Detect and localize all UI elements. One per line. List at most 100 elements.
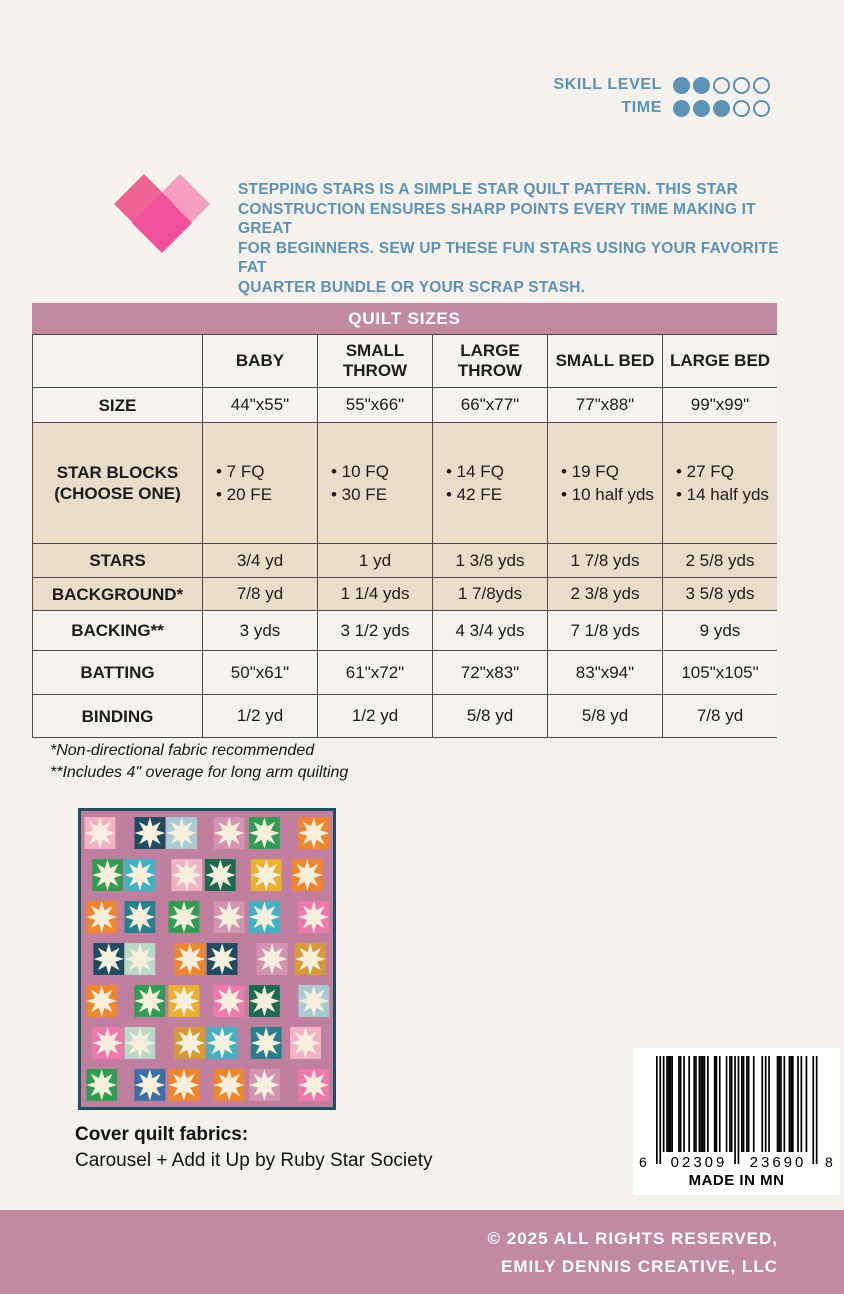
- star-motif: [174, 943, 206, 975]
- star-motif: [174, 1027, 206, 1059]
- cover-fabrics-heading: Cover quilt fabrics:: [75, 1124, 249, 1145]
- table-cell: 4 3/4 yds: [433, 611, 547, 650]
- quilt-sizes-grid: BABY SMALL THROW LARGE THROW SMALL BED LARGE…: [32, 334, 777, 738]
- row-label: BACKING**: [33, 611, 202, 650]
- table-cell: • 27 FQ • 14 half yds: [663, 423, 777, 543]
- rating-dot: [713, 76, 730, 94]
- star-motif: [206, 1027, 238, 1059]
- star-motif: [249, 901, 280, 933]
- table-cell: 5/8 yd: [433, 695, 547, 737]
- table-cell: 1 7/8 yds: [548, 544, 662, 577]
- bullet-item: • 10 FQ: [331, 462, 389, 481]
- table-footnotes: *Non-directional fabric recommended **In…: [50, 740, 348, 783]
- row-label: BATTING: [33, 651, 202, 694]
- column-header: SMALL BED: [548, 335, 662, 387]
- star-motif: [249, 817, 280, 849]
- copyright-line1: © 2025 ALL RIGHTS RESERVED,: [487, 1229, 778, 1248]
- bullet-item: • 7 FQ: [216, 462, 265, 481]
- star-motif: [134, 985, 166, 1017]
- barcode-left-digit: 6: [639, 1154, 647, 1170]
- barcode: 6 02309 23690 8 MADE IN MN: [633, 1048, 840, 1195]
- row-label: BINDING: [33, 695, 202, 737]
- star-motif: [213, 985, 245, 1017]
- barcode-group1: 02309: [670, 1154, 728, 1171]
- row-label: STAR BLOCKS (CHOOSE ONE): [33, 423, 202, 543]
- bullet-item: • 42 FE: [446, 485, 503, 504]
- quilt-preview-image: [78, 808, 336, 1110]
- column-header: BABY: [203, 335, 317, 387]
- star-motif: [86, 985, 117, 1017]
- cover-fabrics-block: Cover quilt fabrics: Carousel + Add it U…: [75, 1122, 432, 1174]
- made-in-mn-caption: MADE IN MN: [688, 1172, 785, 1189]
- bullet-item: • 20 FE: [216, 485, 273, 504]
- star-motif: [298, 985, 330, 1017]
- quilt-sizes-table: QUILT SIZES BABY SMALL THROW LARGE THROW SM…: [32, 303, 777, 738]
- table-cell: 5/8 yd: [548, 695, 662, 737]
- star-motif: [134, 817, 166, 849]
- star-motif: [92, 859, 123, 891]
- table-cell: 3 5/8 yds: [663, 578, 777, 610]
- bullet-item: • 27 FQ: [676, 462, 734, 481]
- table-cell: 44"x55": [203, 388, 317, 422]
- intro-line: STEPPING STARS IS A SIMPLE STAR QUILT PA…: [238, 181, 739, 198]
- rating-dot: [693, 99, 710, 117]
- table-cell: 1 7/8yds: [433, 578, 547, 610]
- star-motif: [292, 859, 323, 891]
- star-motif: [205, 859, 236, 891]
- table-cell: 3 1/2 yds: [318, 611, 432, 650]
- star-motif: [298, 901, 330, 933]
- star-motif: [294, 943, 326, 975]
- barcode-right-digit: 8: [825, 1154, 833, 1170]
- bullet-item: • 30 FE: [331, 485, 388, 504]
- intro-paragraph: STEPPING STARS IS A SIMPLE STAR QUILT PA…: [238, 180, 783, 297]
- star-motif: [124, 901, 156, 933]
- table-cell: 9 yds: [663, 611, 777, 650]
- bullet-item: • 19 FQ: [561, 462, 619, 481]
- table-cell: 1/2 yd: [318, 695, 432, 737]
- footnote-backing: **Includes 4" overage for long arm quilt…: [50, 763, 349, 781]
- heart-diamond-logo-icon: [114, 174, 210, 253]
- table-cell: 61"x72": [318, 651, 432, 694]
- star-motif: [213, 901, 245, 933]
- rating-dot: [673, 99, 690, 117]
- row-label: SIZE: [33, 388, 202, 422]
- table-cell: 105"x105": [663, 651, 777, 694]
- skill-level-row: SKILL LEVEL: [553, 76, 770, 94]
- table-cell: 72"x83": [433, 651, 547, 694]
- star-motif: [213, 817, 245, 849]
- star-motif: [168, 901, 200, 933]
- table-cell: 55"x66": [318, 388, 432, 422]
- star-motif: [250, 859, 282, 891]
- row-label: BACKGROUND*: [33, 578, 202, 610]
- time-dots: [673, 99, 770, 117]
- table-cell: 1 3/8 yds: [433, 544, 547, 577]
- table-cell: • 10 FQ • 30 FE: [318, 423, 432, 543]
- intro-line: FOR BEGINNERS. SEW UP THESE FUN STARS US…: [238, 239, 779, 277]
- star-motif: [256, 943, 288, 975]
- quilt-sizes-title: QUILT SIZES: [32, 303, 777, 334]
- intro-line: CONSTRUCTION ENSURES SHARP POINTS EVERY …: [238, 200, 756, 238]
- star-motif: [86, 1069, 117, 1101]
- star-motif: [250, 1027, 282, 1059]
- table-corner-cell: [33, 335, 202, 387]
- star-motif: [249, 985, 280, 1017]
- star-motif: [134, 1069, 166, 1101]
- rating-dot: [753, 99, 770, 117]
- table-cell: 7/8 yd: [663, 695, 777, 737]
- star-motif: [92, 1027, 123, 1059]
- table-cell: 83"x94": [548, 651, 662, 694]
- table-cell: • 14 FQ • 42 FE: [433, 423, 547, 543]
- table-cell: 1/2 yd: [203, 695, 317, 737]
- skill-time-block: SKILL LEVEL TIME: [553, 76, 770, 122]
- star-motif: [93, 943, 125, 975]
- bullet-item: • 14 FQ: [446, 462, 504, 481]
- bullet-item: • 14 half yds: [676, 485, 769, 504]
- cover-fabrics-line: Carousel + Add it Up by Ruby Star Societ…: [75, 1150, 433, 1171]
- rating-dot: [713, 99, 730, 117]
- table-cell: • 19 FQ • 10 half yds: [548, 423, 662, 543]
- table-cell: 1 1/4 yds: [318, 578, 432, 610]
- copyright-line2: EMILY DENNIS CREATIVE, LLC: [501, 1257, 778, 1276]
- star-motif: [166, 817, 197, 849]
- table-cell: 66"x77": [433, 388, 547, 422]
